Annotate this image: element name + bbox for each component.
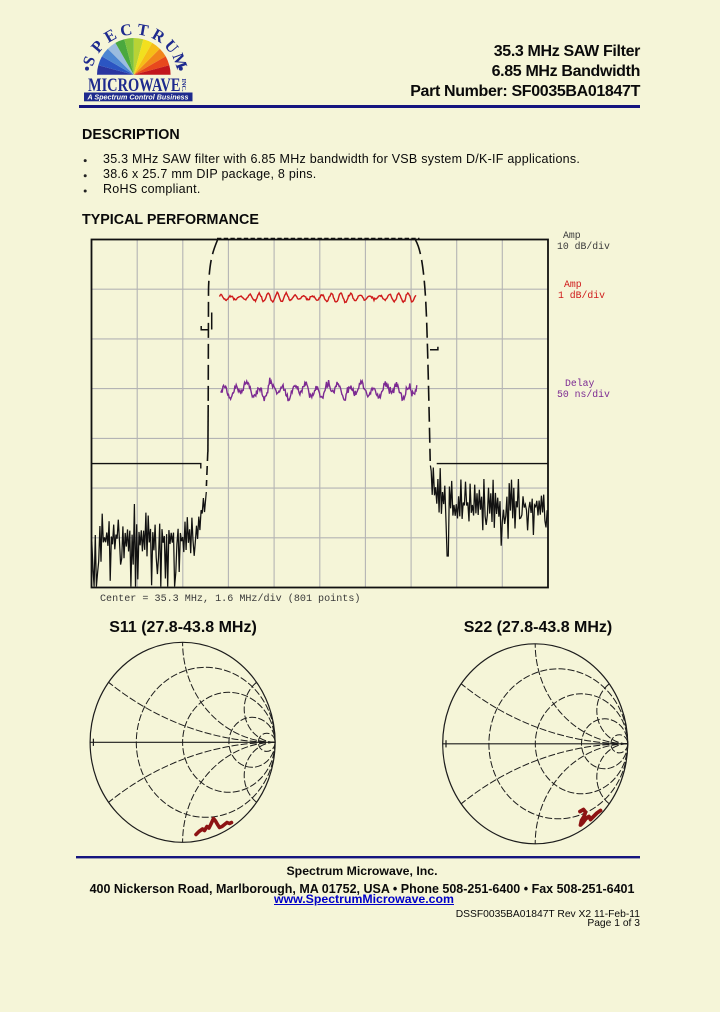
svg-text:T: T bbox=[136, 19, 150, 40]
svg-text:C: C bbox=[119, 19, 134, 40]
svg-text:A Spectrum Control Business: A Spectrum Control Business bbox=[87, 92, 190, 101]
svg-text:S: S bbox=[78, 53, 99, 68]
svg-text:INC.: INC. bbox=[180, 79, 187, 93]
svg-text:MICROWAVE: MICROWAVE bbox=[88, 76, 181, 96]
svg-text:M: M bbox=[169, 50, 192, 71]
